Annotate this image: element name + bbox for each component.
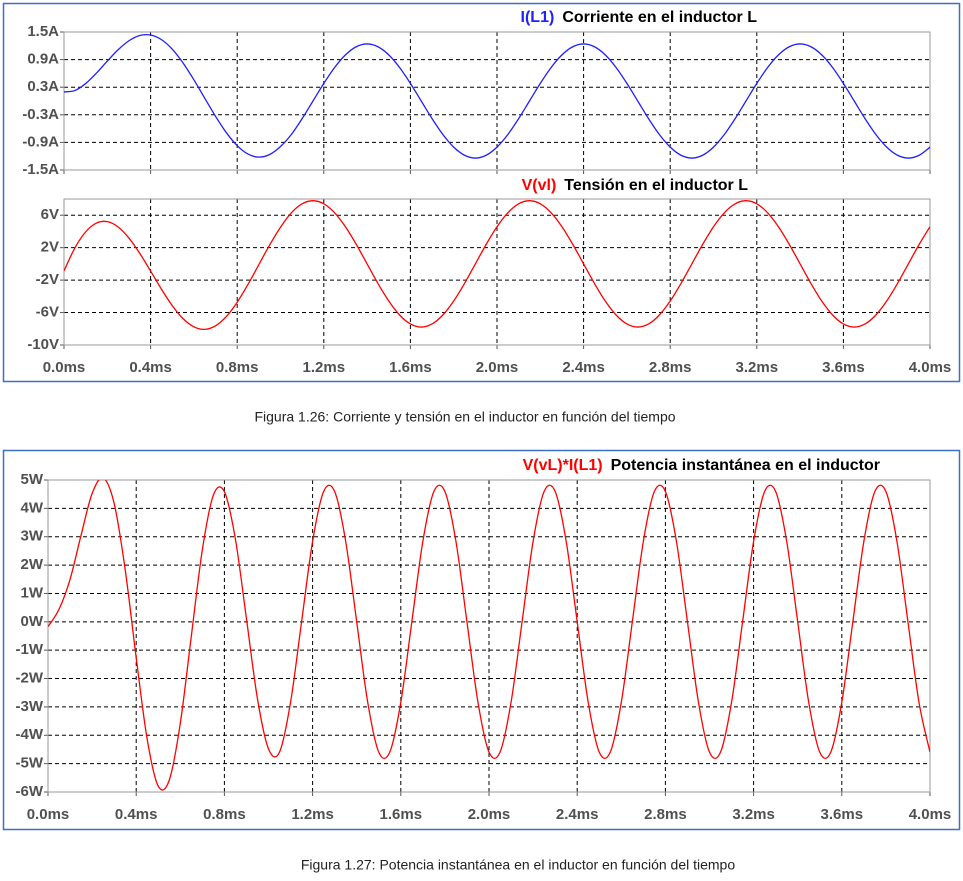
- x-tick-label: 0.8ms: [216, 359, 259, 376]
- y-tick-label: -2V: [36, 271, 59, 288]
- y-tick-label: -10V: [27, 336, 59, 353]
- y-tick-label: -1.5A: [22, 161, 59, 178]
- y-tick-label: -3W: [16, 698, 44, 715]
- y-tick-label: 2W: [21, 556, 44, 573]
- y-tick-label: -4W: [16, 726, 44, 743]
- x-tick-label: 0.0ms: [27, 806, 70, 823]
- x-tick-label: 3.2ms: [732, 806, 775, 823]
- legend-entry: I(L1): [521, 9, 555, 26]
- y-tick-label: -2W: [16, 670, 44, 687]
- x-tick-label: 4.0ms: [909, 806, 952, 823]
- y-tick-label: -5W: [16, 755, 44, 772]
- plot-frame: [63, 198, 931, 346]
- y-tick-label: 6V: [41, 206, 59, 223]
- x-tick-label: 4.0ms: [909, 359, 952, 376]
- x-tick-label: 0.4ms: [129, 359, 172, 376]
- y-tick-label: -6V: [36, 304, 59, 321]
- title-text: Tensión en el inductor L: [564, 177, 748, 194]
- title-text: Potencia instantánea en el inductor: [611, 457, 880, 474]
- y-tick-label: 1.5A: [27, 23, 59, 40]
- x-tick-label: 2.0ms: [468, 806, 511, 823]
- legend-entry: V(vL)*I(L1): [523, 457, 603, 474]
- chart-title: I(L1) Corriente en el inductor L: [521, 9, 758, 26]
- x-tick-label: 2.4ms: [562, 359, 605, 376]
- legend-entry: V(vl): [522, 177, 557, 194]
- chart-title: V(vL)*I(L1) Potencia instantánea en el in…: [523, 457, 880, 474]
- y-tick-label: -1W: [16, 641, 44, 658]
- plot-frame: [47, 479, 931, 793]
- x-tick-label: 0.0ms: [43, 359, 86, 376]
- x-tick-label: 2.0ms: [476, 359, 519, 376]
- caption: Figura 1.26: Corriente y tensión en el i…: [254, 409, 675, 425]
- x-tick-label: 1.2ms: [291, 806, 334, 823]
- x-tick-label: 3.2ms: [736, 359, 779, 376]
- chart-title: V(vl) Tensión en el inductor L: [522, 177, 749, 194]
- series-line: [64, 33, 930, 159]
- panel-frame: [2, 449, 961, 831]
- x-tick-label: 0.8ms: [203, 806, 246, 823]
- x-tick-label: 3.6ms: [821, 806, 864, 823]
- plot-frame: [63, 31, 931, 171]
- x-tick-label: 1.2ms: [303, 359, 346, 376]
- x-tick-label: 2.8ms: [649, 359, 692, 376]
- panel-frame: [2, 2, 961, 383]
- x-tick-label: 2.4ms: [556, 806, 599, 823]
- x-tick-label: 1.6ms: [380, 806, 423, 823]
- series-line: [48, 480, 930, 791]
- y-tick-label: 5W: [21, 471, 44, 488]
- y-tick-label: 3W: [21, 528, 44, 545]
- y-tick-label: -6W: [16, 783, 44, 800]
- y-tick-label: 0.3A: [27, 78, 59, 95]
- y-tick-label: 0.9A: [27, 51, 59, 68]
- x-tick-label: 1.6ms: [389, 359, 432, 376]
- y-tick-label: -0.9A: [22, 133, 59, 150]
- title-text: Corriente en el inductor L: [562, 9, 757, 26]
- y-tick-label: 2V: [41, 239, 59, 256]
- x-tick-label: 3.6ms: [822, 359, 865, 376]
- y-tick-label: 1W: [21, 584, 44, 601]
- y-tick-label: 4W: [21, 499, 44, 516]
- y-tick-label: -0.3A: [22, 106, 59, 123]
- x-tick-label: 0.4ms: [115, 806, 158, 823]
- caption: Figura 1.27: Potencia instantánea en el …: [301, 857, 736, 873]
- x-tick-label: 2.8ms: [644, 806, 687, 823]
- series-line: [64, 200, 930, 331]
- y-tick-label: 0W: [21, 613, 44, 630]
